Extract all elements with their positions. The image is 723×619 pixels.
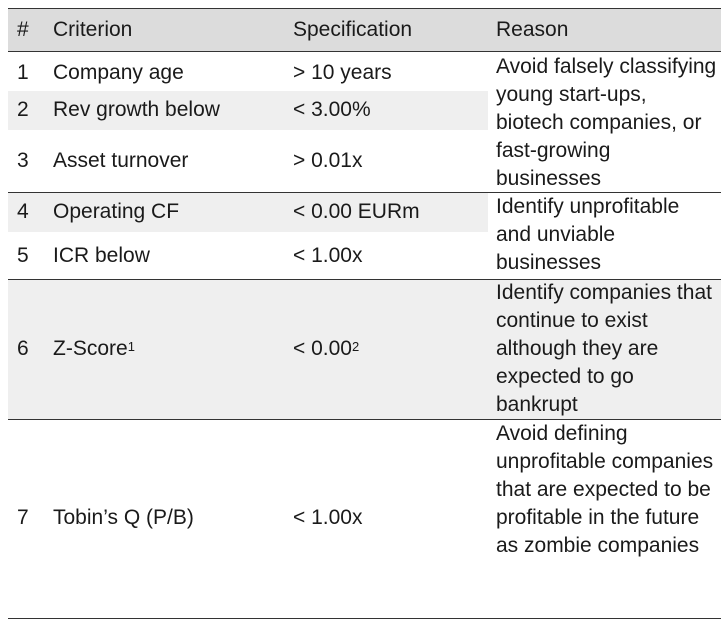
table-header-row [8, 9, 721, 51]
criterion-cell: ICR below [53, 244, 150, 267]
criterion-cell: Rev growth below [53, 98, 220, 121]
specification-cell: > 10 years [293, 61, 392, 84]
group-2-bottom-rule [8, 279, 721, 280]
reason-cell-future-profit: Avoid defining unprofitable companies th… [496, 422, 714, 557]
row-number: 7 [17, 506, 29, 529]
specification-cell: < 1.00x [293, 244, 363, 267]
specification-cell: < 3.00% [293, 98, 371, 121]
specification-cell: < 0.00 EURm [293, 200, 420, 223]
row-2-shading [8, 91, 488, 130]
reason-cell-young-firms: Avoid falsely classifying young start-up… [496, 55, 717, 190]
row-number: 5 [17, 244, 29, 267]
row-number: 4 [17, 200, 29, 223]
footnote-marker: 1 [127, 339, 135, 354]
criterion-cell: Company age [53, 61, 184, 84]
row-6-bottom-rule [8, 419, 721, 420]
header-number: # [17, 18, 29, 41]
row-6-shading [8, 280, 721, 419]
reason-cell-unprofitable: Identify unprofitable and unviable busin… [496, 195, 680, 274]
specification-text: < 0.00 [293, 337, 352, 360]
specification-cell: < 1.00x [293, 506, 363, 529]
criterion-cell: Tobin’s Q (P/B) [53, 506, 194, 529]
footnote-marker: 2 [351, 339, 360, 354]
criterion-cell: Operating CF [53, 200, 180, 223]
row-number: 1 [17, 61, 29, 84]
criterion-cell: Asset turnover [53, 149, 189, 172]
specification-cell: > 0.01x [293, 149, 363, 172]
header-specification: Specification [293, 18, 413, 41]
criteria-table: # Criterion Specification Reason 1 Compa… [8, 8, 721, 619]
row-number: 3 [17, 149, 29, 172]
header-bottom-rule [8, 51, 721, 52]
table-top-rule [8, 8, 721, 9]
header-reason: Reason [496, 18, 569, 41]
row-number: 6 [17, 337, 29, 360]
reason-cell-bankrupt: Identify companies that continue to exis… [496, 281, 712, 416]
criterion-text: Z-Score [53, 337, 128, 360]
row-4-shading [8, 193, 488, 232]
row-number: 2 [17, 98, 29, 121]
group-1-bottom-rule [8, 192, 721, 193]
specification-cell: < 0.002 [293, 335, 359, 363]
header-criterion: Criterion [53, 18, 133, 41]
criterion-cell: Z-Score1 [53, 335, 135, 363]
